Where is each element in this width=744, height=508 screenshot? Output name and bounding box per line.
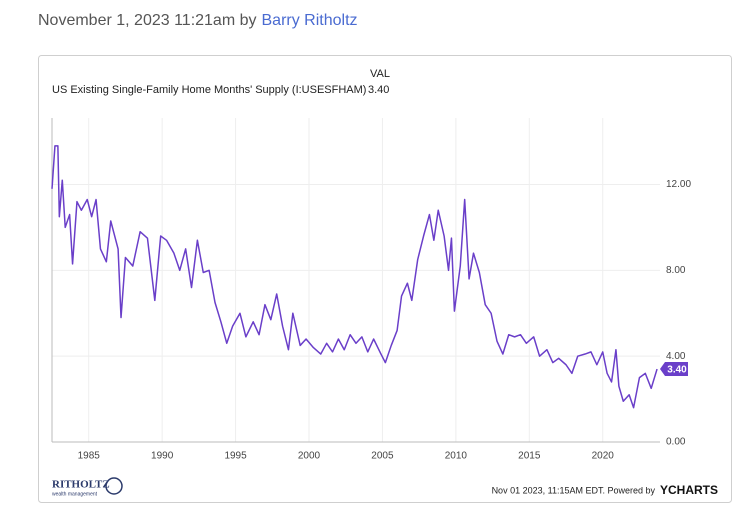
logo-icon bbox=[105, 477, 123, 495]
byline-date: November 1, 2023 11:21am by bbox=[38, 12, 257, 29]
footer-timestamp: Nov 01 2023, 11:15AM EDT. Powered by bbox=[492, 485, 656, 495]
latest-value-box bbox=[660, 362, 688, 377]
y-tick-label: 8.00 bbox=[666, 265, 686, 276]
legend-header: VAL bbox=[370, 68, 390, 80]
x-tick-label: 1990 bbox=[151, 451, 174, 462]
y-tick-label: 12.00 bbox=[666, 179, 691, 190]
footer-brand: YCHARTS bbox=[660, 483, 718, 497]
x-tick-label: 2000 bbox=[298, 451, 321, 462]
x-tick-label: 2015 bbox=[518, 451, 541, 462]
legend-series-name: US Existing Single-Family Home Months' S… bbox=[52, 84, 366, 96]
author-link[interactable]: Barry Ritholtz bbox=[262, 12, 358, 29]
plot: 1985 1990 1995 2000 2005 2010 2015 2020 0.00 4.00… bbox=[51, 118, 691, 462]
x-tick-label: 2020 bbox=[592, 451, 615, 462]
x-tick-label: 2010 bbox=[445, 451, 468, 462]
legend-value: 3.40 bbox=[368, 84, 389, 96]
logo-sub: wealth management bbox=[52, 491, 98, 497]
chart-frame bbox=[38, 55, 732, 503]
x-tick-label: 1985 bbox=[78, 451, 101, 462]
byline: November 1, 2023 11:21am by Barry Ritholt… bbox=[38, 12, 358, 29]
y-tick-label: 4.00 bbox=[666, 351, 686, 362]
x-tick-label: 1995 bbox=[224, 451, 247, 462]
logo: RITHOLTZ bbox=[52, 479, 110, 491]
series-line bbox=[51, 145, 658, 409]
y-tick-label: 0.00 bbox=[666, 437, 686, 448]
x-tick-label: 2005 bbox=[371, 451, 394, 462]
latest-value-label: 3.40 bbox=[667, 365, 687, 376]
